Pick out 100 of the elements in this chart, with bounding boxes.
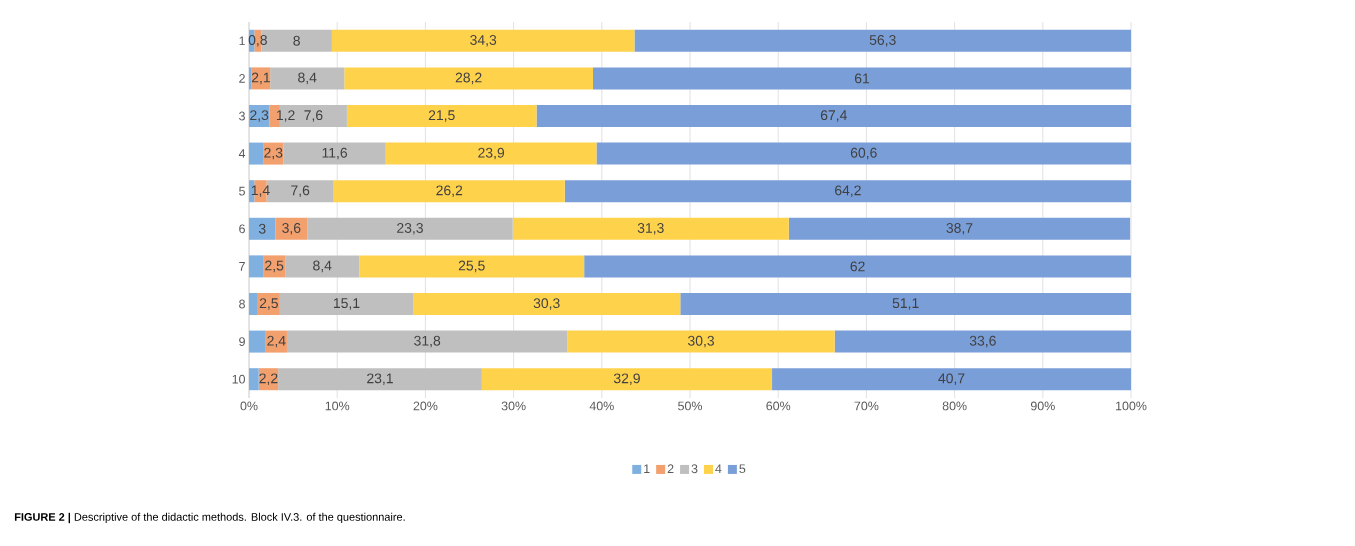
bar [249,368,259,391]
data-label: 31,3 [637,223,664,235]
y-tick-label: 3 [239,111,245,121]
bar [564,180,1132,203]
y-tick-label: 2 [239,74,245,83]
data-label: 30,3 [533,298,560,310]
data-label: 2,3 [264,147,283,160]
bar [275,217,308,240]
y-tick-label: 9 [239,337,245,346]
y-tick-label: 5 [239,186,245,196]
y-tick-label: 1 [239,36,245,46]
data-label: 2,5 [265,260,284,273]
legend-label: 4 [715,464,722,473]
y-tick-label: 8 [239,299,245,309]
bar [772,368,1132,391]
bar [249,67,252,90]
x-tick-label: 100% [1116,401,1147,411]
x-tick-label: 40% [589,401,614,411]
text: FIGURE 2 | Descriptive of the didactic methods. Block IV.3. of the questionnaire. [14,512,405,524]
y-tick-label: 10 [232,374,246,384]
x-tick-label: 0% [240,401,258,411]
data-label: 21,5 [428,110,455,122]
data-label: 15,1 [333,298,360,310]
y-tick-label: 4 [238,149,246,158]
data-label: 2,2 [259,373,278,385]
bar [385,142,597,165]
data-label: 8 [293,35,300,46]
data-label: 25,5 [458,260,485,273]
data-label: 23,1 [367,373,393,385]
data-label: 7,6 [291,185,310,197]
data-label: 67,4 [820,110,847,122]
data-label: 56,3 [869,35,896,47]
data-label: 40,7 [938,373,965,385]
x-tick-label: 20% [413,401,438,411]
data-label: 60,6 [850,147,877,160]
bar [249,255,264,278]
bar [481,368,773,391]
bar [346,104,537,127]
bar [279,104,347,127]
bar [249,142,264,165]
bar [270,67,345,90]
data-label: 62 [850,261,865,272]
legend-label: 5 [739,464,746,474]
y-tick-label: 7 [239,262,245,271]
x-tick-label: 80% [942,401,967,411]
data-label: 30,3 [688,335,714,348]
bar [413,292,681,315]
x-tick-label: 60% [766,401,791,411]
legend-label: 3 [691,464,698,474]
legend-label: 2 [667,464,674,474]
bar [263,255,286,278]
bar [634,29,1132,52]
x-tick-label: 70% [854,401,879,411]
bar [359,255,585,278]
data-label: 51,1 [892,298,919,310]
bar [279,292,414,315]
legend-label: 1 [644,464,650,473]
data-label: 26,2 [436,185,463,197]
bar [307,217,513,240]
bar [283,142,386,165]
bar [567,330,835,353]
bar [286,330,568,353]
bar [584,255,1132,278]
bar [331,29,635,52]
bar [249,292,258,315]
data-label: 32,9 [613,373,640,385]
data-label: 2,1 [251,72,270,85]
bar [596,142,1132,165]
x-tick-label: 50% [678,401,703,411]
bar [249,330,266,353]
bar [278,368,482,391]
data-label: 31,8 [414,335,441,348]
data-label: 33,6 [969,335,996,348]
bar [512,217,789,240]
bar [536,104,1132,127]
data-label: 38,7 [946,223,973,235]
data-label: 64,2 [835,185,861,197]
bar [344,67,593,90]
data-label: 23,3 [397,223,423,235]
bar [285,255,360,278]
data-label: 11,6 [322,147,348,160]
data-label: 2,5 [259,298,278,310]
data-label: 3,6 [282,223,301,235]
bar [680,292,1132,315]
data-label: 7,6 [304,110,323,122]
data-label: 28,2 [455,72,482,85]
data-label: 2,3 [250,110,269,122]
data-label: 2,4 [267,335,286,348]
x-tick-label: 90% [1030,401,1055,411]
bar [249,217,276,240]
bar [593,67,1132,90]
data-label: 34,3 [470,35,497,47]
x-tick-label: 10% [325,401,350,411]
bar [834,330,1132,353]
data-label: 23,9 [478,147,505,160]
x-tick-label: 30% [501,401,526,411]
data-label: 61 [854,73,870,84]
data-label: 3 [258,223,266,234]
bar [333,180,565,203]
bar [788,217,1131,240]
